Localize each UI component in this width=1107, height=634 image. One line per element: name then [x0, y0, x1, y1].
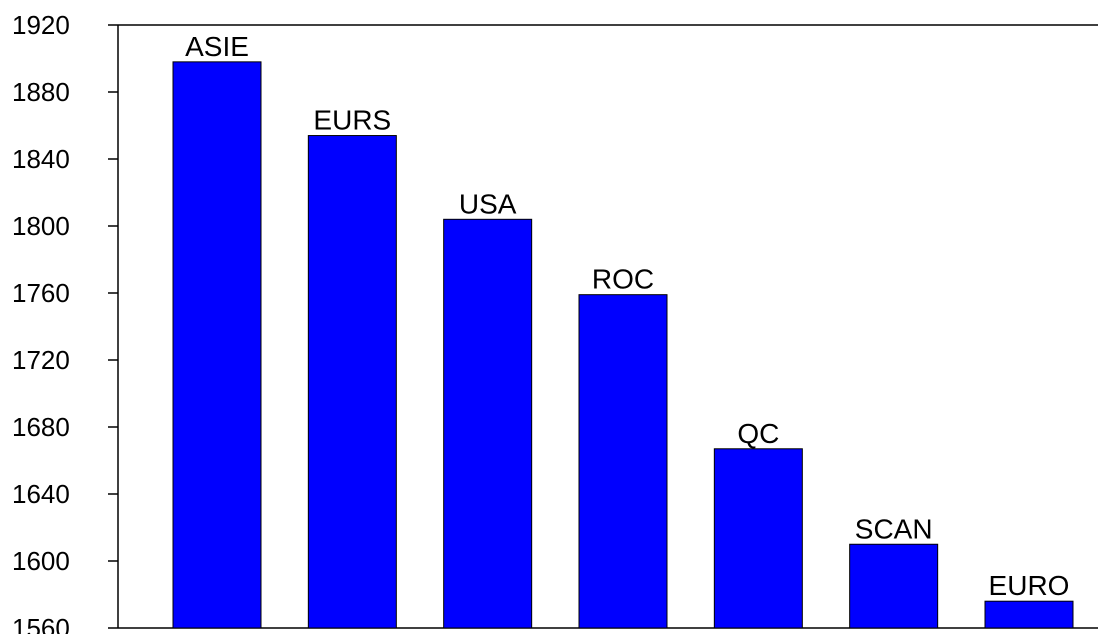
bar-roc: [578, 294, 668, 629]
bar-qc: [713, 448, 803, 629]
bar-labels: ASIE EURS USA ROC QC SCAN EURO: [185, 31, 1069, 601]
bar-label-eurs: EURS: [313, 105, 391, 136]
bars: [172, 61, 1074, 629]
bar-label-roc: ROC: [592, 264, 654, 295]
y-tick-label: 1920: [12, 10, 70, 40]
y-tick-label: 1800: [12, 211, 70, 241]
y-tick-label: 1880: [12, 77, 70, 107]
bar-usa: [443, 218, 533, 629]
y-tick-label: 1720: [12, 345, 70, 375]
y-tick-label: 1840: [12, 144, 70, 174]
y-ticks: 1560 1600 1640 1680 1720 1760 1800 1840 1880 1920: [12, 10, 118, 634]
bar-euro: [984, 600, 1074, 629]
y-tick-label: 1640: [12, 479, 70, 509]
y-tick-label: 1760: [12, 278, 70, 308]
bar-label-euro: EURO: [989, 570, 1070, 601]
bar-label-scan: SCAN: [855, 513, 933, 544]
bar-asie: [172, 61, 262, 629]
bar-label-usa: USA: [459, 188, 517, 219]
bar-label-asie: ASIE: [185, 31, 249, 62]
bar-label-qc: QC: [737, 418, 779, 449]
y-tick-label: 1680: [12, 412, 70, 442]
bar-eurs: [307, 135, 397, 629]
y-tick-label: 1600: [12, 546, 70, 576]
y-tick-label: 1560: [12, 613, 70, 634]
bar-scan: [849, 543, 939, 629]
